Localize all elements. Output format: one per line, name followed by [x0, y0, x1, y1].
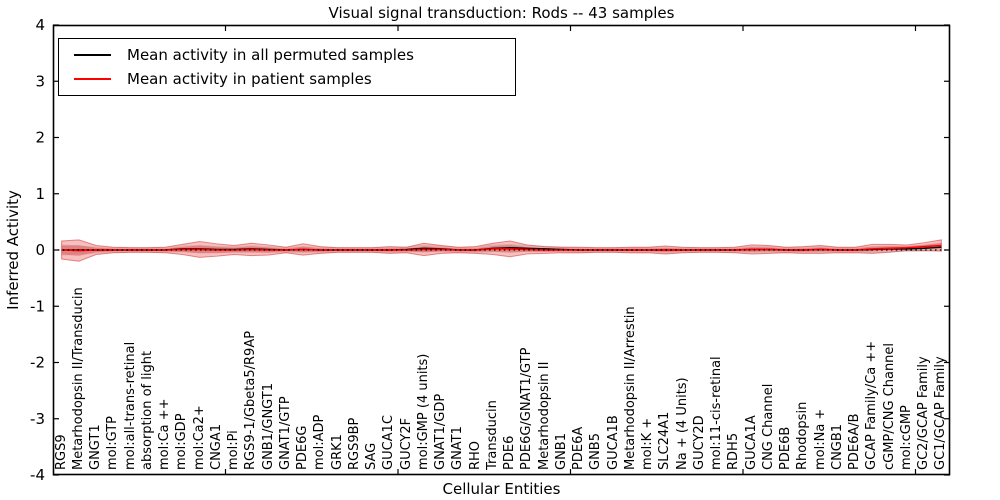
- y-tick-label: -2: [30, 354, 45, 372]
- x-tick-label: Rhodopsin: [795, 401, 811, 470]
- x-tick-label: RGS9BP: [346, 417, 362, 470]
- patient-mean-line: [61, 244, 942, 252]
- y-tick-label: -4: [30, 466, 45, 484]
- x-tick-label: GNAT1/GTP: [277, 396, 293, 470]
- x-tick-label: SLC24A1: [657, 411, 673, 470]
- x-tick-label: mol:cGMP: [898, 405, 914, 470]
- x-tick-label: mol:Pi: [226, 430, 242, 470]
- x-tick-label: RGS9: [53, 434, 69, 470]
- x-tick-label: RHO: [467, 440, 483, 470]
- x-tick-label: mol:GDP: [174, 413, 190, 470]
- legend-label-permuted: Mean activity in all permuted samples: [127, 45, 414, 64]
- x-tick-label: Na + (4 Units): [674, 377, 690, 470]
- x-tick-label: mol:Ca ++: [157, 398, 173, 470]
- y-tick-label: 3: [35, 72, 45, 90]
- legend-line-swatch-patient: [74, 78, 111, 81]
- x-tick-label: mol:Na +: [812, 408, 828, 470]
- chart-title: Visual signal transduction: Rods -- 43 s…: [328, 4, 675, 22]
- legend-item-patient: Mean activity in patient samples: [74, 70, 515, 88]
- legend: Mean activity in all permuted samples Me…: [58, 38, 516, 96]
- x-tick-label: CNG Channel: [760, 383, 776, 470]
- y-tick-label: 2: [35, 129, 45, 147]
- x-tick-label: CNGA1: [208, 423, 224, 470]
- x-tick-label: Metarhodopsin II/Transducin: [70, 287, 86, 470]
- x-tick-label: mol:all-trans-retinal: [122, 341, 138, 470]
- patient-std-band: [61, 239, 942, 262]
- x-tick-label: GUCA1A: [743, 415, 759, 470]
- legend-label-patient: Mean activity in patient samples: [127, 70, 372, 89]
- x-tick-label: Transducin: [484, 400, 500, 470]
- x-tick-label: GUCA1B: [605, 415, 621, 470]
- x-tick-label: SAG: [364, 442, 380, 470]
- x-tick-label: mol:GTP: [105, 416, 121, 470]
- x-tick-label: GUCY2F: [398, 417, 414, 470]
- x-tick-label: absorption of light: [139, 350, 155, 470]
- x-tick-label: mol:ADP: [312, 414, 328, 470]
- x-tick-label: RGS9-1/Gbeta5/R9AP: [243, 330, 259, 470]
- x-tick-label: PDE6: [502, 435, 518, 470]
- x-tick-label: GNB1/GNGT1: [260, 383, 276, 470]
- y-tick-label: -3: [30, 410, 45, 428]
- x-tick-label: Metarhodopsin II/Arrestin: [622, 306, 638, 470]
- x-tick-label: mol:K +: [640, 417, 656, 470]
- x-tick-label: GNAT1/GDP: [433, 393, 449, 470]
- x-axis-label: Cellular Entities: [442, 480, 561, 498]
- x-tick-label: GC1/GCAP Family: [933, 356, 949, 470]
- x-tick-label: PDE6A: [571, 426, 587, 470]
- y-tick-label: -1: [30, 297, 45, 315]
- x-tick-label: RDH5: [726, 432, 742, 470]
- x-tick-label: PDE6G/GNAT1/GTP: [519, 347, 535, 470]
- legend-line-swatch-permuted: [74, 53, 111, 56]
- x-tick-label: mol:GMP (4 units): [415, 353, 431, 470]
- x-tick-label: GUCA1C: [381, 415, 397, 470]
- x-tick-label: GNAT1: [450, 426, 466, 470]
- y-tick-label: 1: [35, 185, 45, 203]
- x-tick-label: GNB1: [553, 433, 569, 470]
- x-tick-label: PDE6G: [295, 425, 311, 470]
- x-tick-label: PDE6B: [778, 426, 794, 470]
- x-tick-label: GC2/GCAP Family: [916, 356, 932, 470]
- x-tick-label: GNB5: [588, 433, 604, 470]
- y-tick-label: 4: [35, 16, 45, 34]
- x-tick-label: GNGT1: [88, 424, 104, 470]
- x-tick-label: PDE6A/B: [847, 413, 863, 470]
- x-tick-label: Metarhodopsin II: [536, 361, 552, 470]
- x-tick-label: GUCY2D: [691, 415, 707, 470]
- x-tick-label: GRK1: [329, 434, 345, 470]
- x-tick-label: CNGB1: [829, 423, 845, 470]
- legend-item-permuted: Mean activity in all permuted samples: [74, 46, 515, 64]
- x-tick-label: mol:Ca2+: [191, 405, 207, 470]
- x-tick-label: GCAP Family/Ca ++: [864, 340, 880, 470]
- x-tick-label: cGMP/CNG Channel: [881, 342, 897, 470]
- x-tick-label: mol:11-cis-retinal: [709, 356, 725, 470]
- y-tick-label: 0: [35, 241, 45, 259]
